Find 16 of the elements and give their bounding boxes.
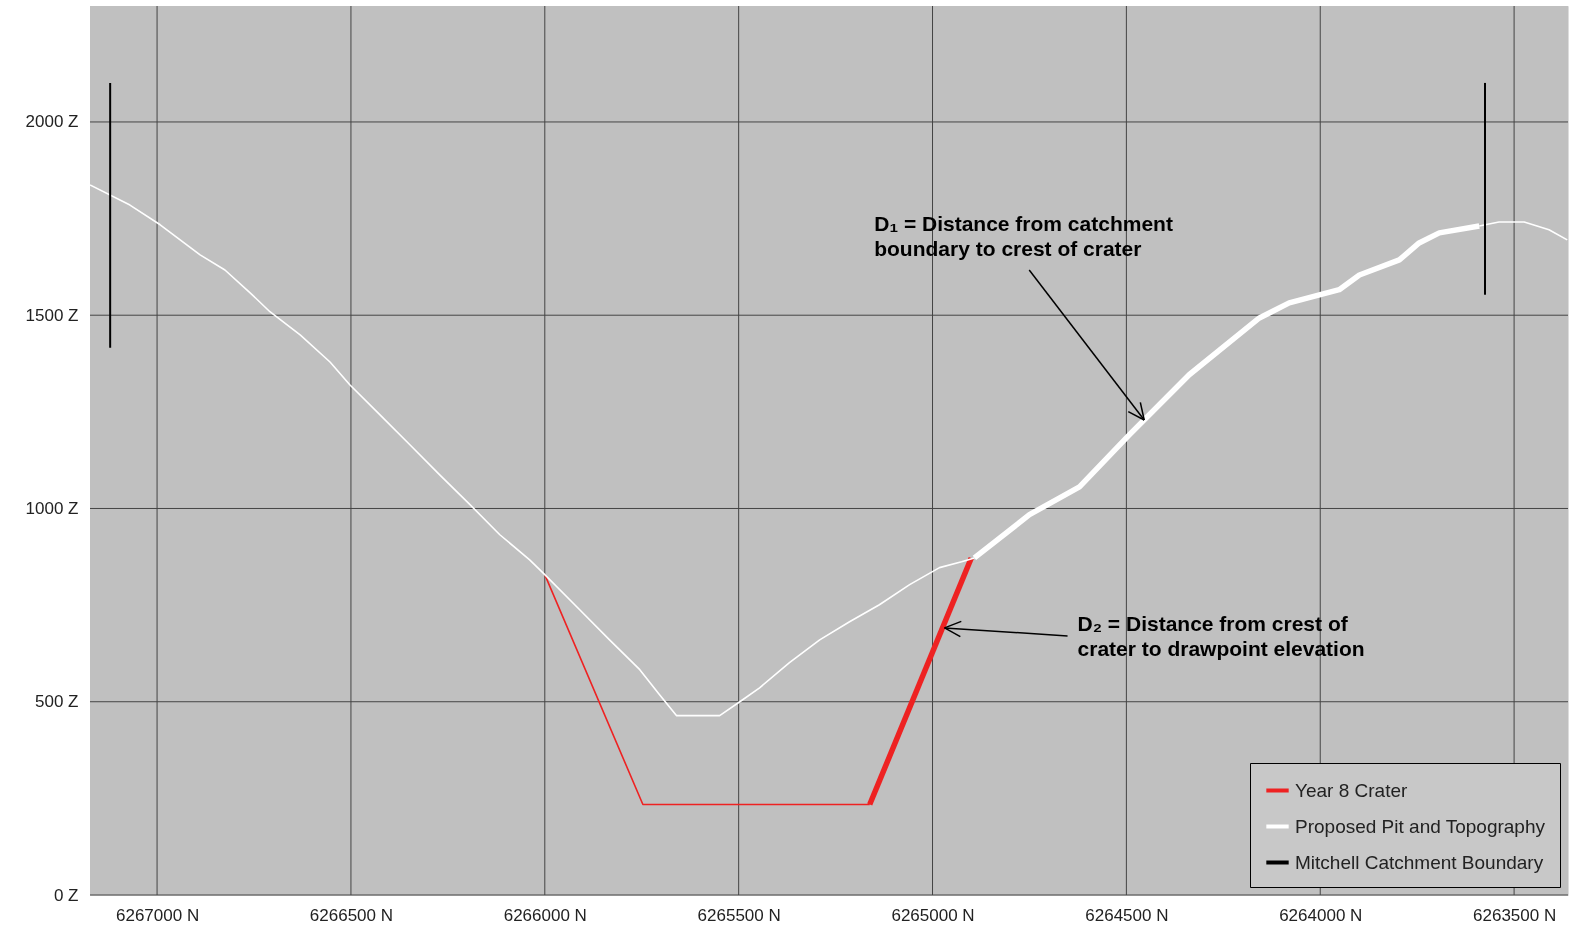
- x-tick-label: 6265500 N: [697, 905, 781, 925]
- y-tick-label: 0 Z: [53, 885, 79, 905]
- y-tick-label: 500 Z: [35, 692, 79, 712]
- x-tick-label: 6266500 N: [309, 905, 394, 925]
- x-tick-label: 6265000 N: [891, 905, 975, 925]
- x-tick-label: 6264000 N: [1279, 905, 1363, 925]
- x-tick-label: 6263500 N: [1473, 905, 1557, 925]
- x-tick-label: 6266000 N: [503, 905, 587, 925]
- y-tick-label: 2000 Z: [25, 112, 79, 132]
- y-tick-label: 1500 Z: [25, 305, 79, 325]
- y-tick-label: 1000 Z: [25, 498, 79, 518]
- x-tick-label: 6264500 N: [1085, 905, 1169, 925]
- legend-label: Year 8 Crater: [1295, 779, 1408, 801]
- x-tick-label: 6267000 N: [115, 905, 200, 925]
- legend-label: Proposed Pit and Topography: [1295, 815, 1546, 837]
- legend-label: Mitchell Catchment Boundary: [1295, 851, 1544, 873]
